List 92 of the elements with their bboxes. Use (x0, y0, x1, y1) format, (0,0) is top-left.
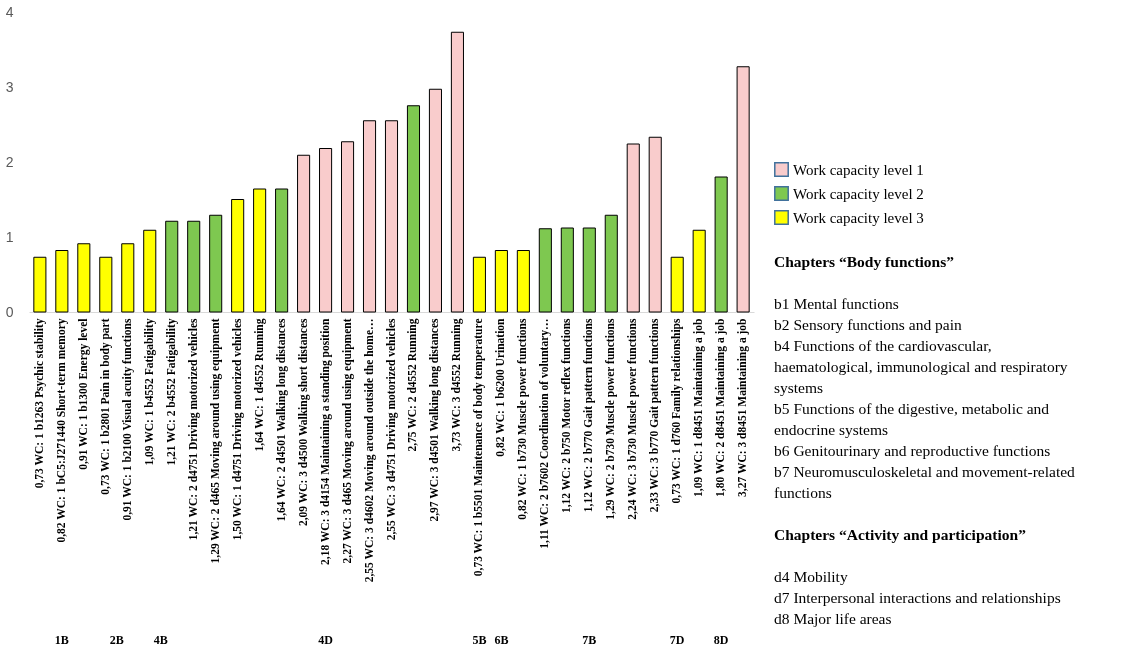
x-tick-label: 1,80 WC: 2 d8451 Maintaining a job (714, 318, 728, 497)
text: 2B (109, 633, 124, 647)
x-tick-label: 0,91 WC: 1 b2100 Visual acuity functions (120, 317, 134, 521)
bar (55, 250, 69, 313)
x-tick-label: 2,24 WC: 3 b730 Muscle power functions (626, 317, 640, 520)
text: d8 Major life areas (774, 610, 892, 627)
text: b1 Mental functions (774, 295, 899, 312)
bar (406, 105, 421, 313)
bar (428, 88, 442, 313)
x-tick-label: 1,21 WC: 2 d4751 Driving motorized vehicles (186, 317, 200, 541)
bar (77, 243, 91, 313)
x-tick-label: 1,50 WC: 1 d4751 Driving motorized vehicles (230, 317, 244, 541)
bar (516, 250, 530, 313)
x-tick-label: 1,09 WC: 1 d8451 Maintaining a job (692, 318, 706, 497)
bar (362, 120, 377, 313)
x-tick-label: 0,82 WC: 1 bC5:J271440 Short-term memory (54, 318, 68, 543)
x-tick-label: 1,11 WC: 2 b7602 Coordination of voluntary… (538, 318, 552, 549)
x-tick-label: 0,73 WC: 1 b1263 Psychic stability (32, 318, 46, 489)
bar (736, 66, 750, 313)
x-tick-label: 2,09 WC: 3 d4500 Walking short distances (296, 317, 310, 527)
legend-label: Work capacity level 1 (793, 161, 924, 178)
bar (560, 227, 574, 313)
x-tick-label: 1,12 WC: 2 b770 Gait pattern functions (582, 317, 596, 513)
legend-label: Work capacity level 3 (793, 209, 924, 226)
text: d4 Mobility (774, 568, 848, 585)
x-tick-label: 1,64 WC: 2 d4501 Walking long distances (274, 317, 288, 522)
bar (538, 228, 552, 313)
bar (692, 229, 706, 313)
x-tick-label: 1,29 WC: 2 b730 Muscle power functions (604, 317, 618, 520)
text: 7B (582, 633, 597, 647)
bar (297, 154, 311, 313)
bar (209, 214, 223, 313)
x-tick-label: 1,21 WC: 2 b4552 Fatigability (164, 318, 178, 466)
bar (99, 256, 113, 313)
bar (472, 256, 486, 313)
bar (253, 188, 267, 313)
x-tick-label: 2,27 WC: 3 d465 Moving around using equipment (340, 318, 354, 564)
x-tick-label: 0,82 WC: 1 b6200 Urination (494, 317, 507, 457)
x-tick-label: 0,73 WC: 1 d760 Family relationships (670, 317, 684, 504)
bar (582, 227, 596, 313)
bar (494, 250, 508, 313)
bar (648, 136, 662, 313)
x-tick-label: 0,73 WC: 1 b5501 Maintenance of body temperature (472, 318, 486, 577)
x-tick-label: 0,73 WC: 1 b2801 Pain in body part (98, 318, 112, 495)
x-tick-label: 1,29 WC: 2 d465 Moving around using equipment (208, 318, 222, 564)
y-tick-label: 4 (5, 3, 14, 20)
text: 4D (318, 633, 334, 647)
bar (714, 176, 728, 313)
bar (319, 148, 333, 313)
legend-label: Work capacity level 2 (793, 185, 924, 202)
x-tick-label: 2,55 WC: 3 d4602 Moving around outside the home… (362, 318, 376, 583)
x-tick-label: 2,97 WC: 3 d4501 Walking long distances (428, 317, 442, 522)
bar (384, 120, 399, 313)
bar (231, 199, 245, 313)
x-tick-label: 2,18 WC: 3 d4154 Maintaining a standing position (318, 317, 332, 565)
bar (275, 188, 289, 313)
text: d7 Interpersonal interactions and relationships (774, 589, 1061, 606)
text: b2 Sensory functions and pain (774, 316, 962, 333)
text: 8D (713, 633, 729, 647)
x-tick-label: 1,64 WC: 1 d4552 Running (252, 318, 266, 452)
text: b7 Neuromusculoskeletal and movement-related functions (774, 463, 1076, 501)
bar (33, 256, 47, 313)
x-tick-label: 2,33 WC: 3 b770 Gait pattern functions (648, 317, 662, 513)
x-tick-label: 2,75 WC: 2 d4552 Running (406, 318, 420, 452)
text: 1B (54, 633, 69, 647)
x-tick-label: 0,82 WC: 1 b730 Muscle power functions (516, 317, 530, 520)
text: Chapters “Activity and participation” (774, 526, 1027, 543)
y-tick-label: 2 (5, 153, 14, 170)
bar (670, 256, 684, 313)
bar (341, 141, 355, 313)
bar (143, 229, 157, 313)
x-tick-label: 2,55 WC: 3 d4751 Driving motorized vehicles (384, 317, 398, 541)
x-tick-label: 3,73 WC: 3 d4552 Running (450, 318, 464, 452)
text: Chapters “Body functions” (774, 253, 955, 270)
y-tick-label: 3 (5, 78, 14, 95)
y-tick-label: 1 (5, 228, 14, 245)
bar (604, 214, 618, 313)
x-tick-label: 3,27 WC: 3 d8451 Maintaining a job (736, 318, 750, 497)
text: 5B (472, 633, 487, 647)
text: b6 Genitourinary and reproductive functions (774, 442, 1051, 459)
text: 4B (153, 633, 168, 647)
bar (626, 143, 640, 313)
x-tick-label: 0,91 WC: 1 b1300 Energy level (76, 318, 90, 470)
y-tick-label: 0 (5, 303, 14, 320)
bar (187, 220, 201, 313)
x-tick-label: 1,09 WC: 1 b4552 Fatigability (142, 318, 156, 466)
bar (121, 243, 135, 313)
x-tick-label: 1,12 WC: 2 b750 Motor reflex functions (560, 317, 573, 514)
text: 7D (669, 633, 685, 647)
text: 6B (494, 633, 509, 647)
bar (165, 220, 179, 313)
bar (450, 31, 464, 313)
